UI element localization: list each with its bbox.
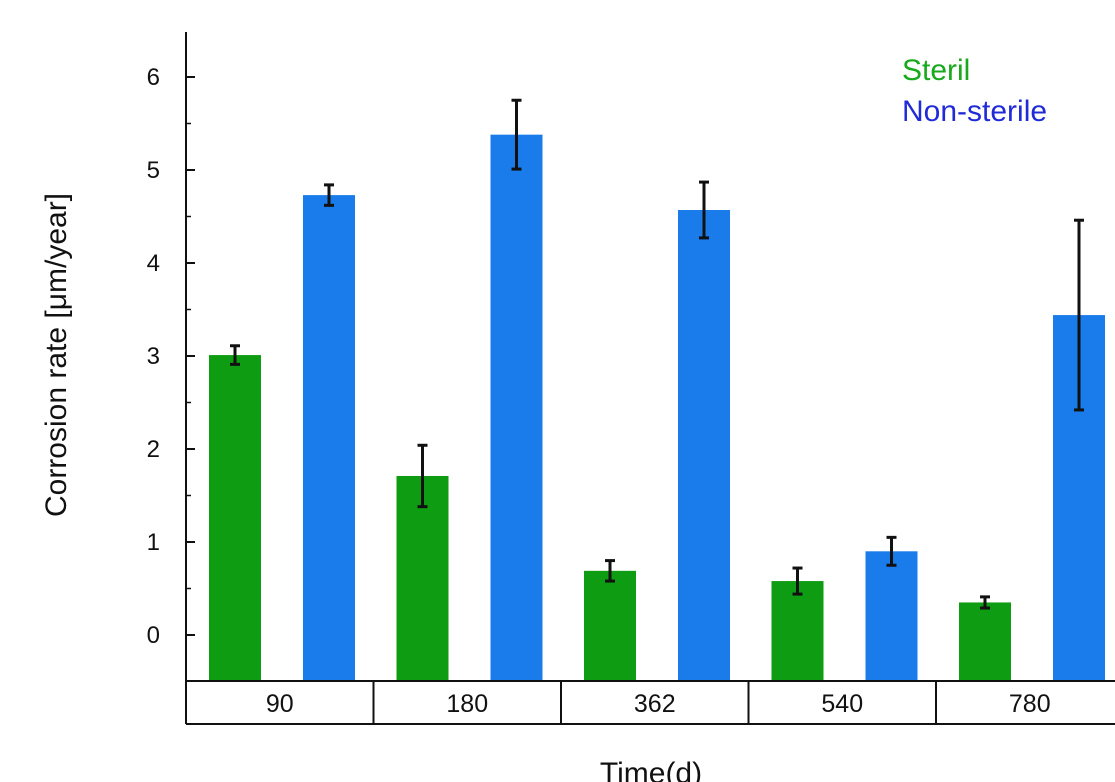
bar-non-sterile-362 bbox=[678, 209, 730, 682]
bar-steril-90 bbox=[209, 355, 261, 681]
bar-non-sterile-90 bbox=[303, 195, 355, 682]
bars bbox=[209, 98, 1105, 682]
y-tick-label: 5 bbox=[147, 157, 160, 184]
y-tick-label: 0 bbox=[147, 622, 160, 649]
bar-non-sterile-180 bbox=[490, 134, 543, 681]
y-tick-label: 6 bbox=[147, 64, 160, 91]
x-axis-title: Time(d) bbox=[600, 757, 702, 782]
y-tick-label: 4 bbox=[147, 250, 160, 277]
legend-label-steril: Steril bbox=[902, 54, 970, 87]
bar-non-sterile-540 bbox=[865, 551, 918, 681]
y-tick-label: 3 bbox=[147, 343, 160, 370]
bar-steril-180 bbox=[396, 475, 449, 681]
x-axis: 90 180 362 540 780 bbox=[185, 680, 1115, 725]
y-axis: 0 1 2 3 4 5 6 bbox=[147, 32, 195, 681]
x-category-label: 90 bbox=[266, 690, 294, 718]
x-category-label: 362 bbox=[634, 690, 676, 718]
x-category-label: 540 bbox=[821, 690, 863, 718]
y-axis-title: Corrosion rate [μm/year] bbox=[40, 193, 73, 517]
legend-label-non-sterile: Non-sterile bbox=[902, 95, 1047, 128]
bar-steril-780 bbox=[959, 602, 1011, 681]
bar-steril-362 bbox=[584, 570, 636, 681]
x-category-label: 180 bbox=[446, 690, 488, 718]
bar-steril-540 bbox=[771, 581, 824, 681]
y-tick-label: 1 bbox=[147, 529, 160, 556]
x-category-label: 780 bbox=[1009, 690, 1051, 718]
y-tick-label: 2 bbox=[147, 436, 160, 463]
